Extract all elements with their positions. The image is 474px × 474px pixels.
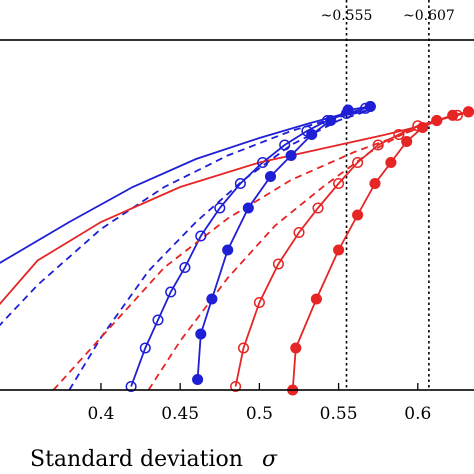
series-9-point-5 [293, 226, 305, 239]
x-tick-label-2: 0.45 [161, 404, 199, 424]
series-5-point-4 [222, 244, 234, 256]
series-10-point-2 [290, 342, 302, 354]
series-5-point-7 [285, 149, 297, 162]
series-9-point-2 [237, 342, 250, 354]
series-4-point-3 [152, 314, 164, 326]
series-10-point-7 [385, 156, 397, 169]
plot-frame [0, 39, 474, 391]
series-5-point-8 [306, 128, 318, 141]
series-10-point-4 [333, 244, 345, 256]
series-10-point-3 [310, 293, 322, 305]
series-9-point-9 [372, 139, 384, 151]
x-axis-title-symbol: σ [262, 447, 278, 472]
series-5-point-6 [264, 170, 277, 183]
series-5-point-9 [325, 114, 337, 127]
series-4-point-5 [179, 261, 191, 274]
series-9-point-4 [272, 258, 284, 270]
series-9-point-3 [253, 296, 265, 309]
x-tick-label-1: 0.4 [87, 404, 114, 424]
x-axis-title: Standard deviation σ [30, 447, 278, 472]
x-axis-ticks: 0.4 0.45 0.5 0.55 0.6 [87, 383, 431, 424]
series-5-point-5 [242, 202, 254, 214]
reference-lines [345, 0, 430, 390]
series-10-point-8 [401, 135, 413, 148]
series-line-7 [52, 123, 430, 391]
series-5-point-2 [195, 328, 207, 340]
series-9-point-8 [352, 156, 364, 169]
series-5-point-3 [206, 293, 218, 305]
series-9-point-7 [333, 177, 345, 190]
series-10-point-12 [462, 106, 474, 118]
series-4-point-10 [279, 139, 291, 151]
series-9-point-10 [393, 128, 405, 141]
series-4-point-1 [125, 380, 137, 393]
series-10-point-9 [417, 121, 429, 134]
series-9-point-6 [312, 202, 324, 214]
series-4-point-9 [257, 156, 269, 169]
series-4-point-4 [165, 286, 177, 298]
series-4-point-6 [195, 230, 207, 242]
series-5-point-11 [364, 100, 376, 113]
series-9-point-1 [230, 380, 242, 393]
series-10-point-6 [369, 177, 381, 190]
series-10-point-5 [352, 209, 364, 221]
series-line-6 [0, 123, 430, 306]
reference-line-label-2: ~0.607 [403, 8, 455, 24]
x-tick-label-3: 0.5 [246, 404, 273, 424]
series-4-point-8 [234, 177, 246, 190]
series-4-point-2 [139, 342, 151, 354]
reference-line-label-1: ~0.555 [321, 8, 373, 24]
x-tick-label-4: 0.55 [320, 404, 358, 424]
series-10-point-11 [447, 109, 459, 121]
x-tick-label-5: 0.6 [404, 404, 431, 424]
series-4-point-7 [214, 202, 226, 214]
series-10-point-10 [431, 114, 443, 127]
series-5-point-10 [342, 104, 354, 116]
x-axis-title-text: Standard deviation [30, 447, 243, 472]
reference-line-labels: ~0.555 ~0.607 [321, 8, 455, 24]
series-5-point-1 [192, 373, 204, 386]
